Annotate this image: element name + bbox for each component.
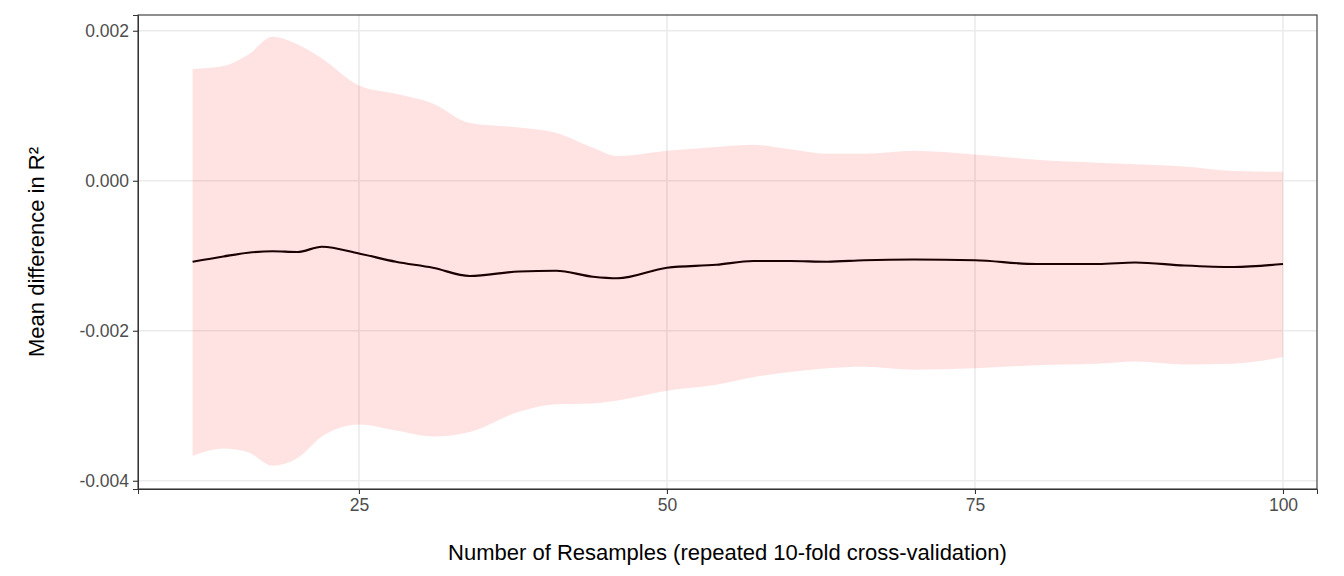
y-tick-mark	[133, 331, 138, 332]
plot: -0.004 -0.002 0.000 0.002 25 50 75 100	[79, 15, 1317, 515]
x-axis: 25 50 75 100	[139, 489, 1318, 515]
y-tick-mark	[133, 181, 138, 182]
chart: -0.004 -0.002 0.000 0.002 25 50 75 100 Number of…	[0, 0, 1344, 576]
x-tick-mark	[975, 489, 976, 494]
marks	[193, 37, 1283, 466]
x-axis-title: Number of Resamples (repeated 10-fold cr…	[448, 540, 1007, 565]
y-tick: -0.004	[79, 471, 138, 491]
panel-background	[138, 15, 1317, 489]
panel-border	[138, 15, 1317, 489]
ribbon	[193, 37, 1283, 466]
x-tick-label: 75	[966, 495, 985, 515]
y-axis: -0.004 -0.002 0.000 0.002	[79, 16, 138, 491]
y-tick-label: 0.002	[85, 21, 129, 41]
x-tick-label: 100	[1269, 495, 1298, 515]
y-tick-label: 0.000	[85, 171, 129, 191]
x-tick-label: 50	[658, 495, 678, 515]
x-tick: 100	[1269, 489, 1298, 515]
x-tick: 25	[350, 489, 369, 515]
x-tick: 50	[658, 489, 678, 515]
grid	[138, 15, 1317, 489]
mean-line	[193, 247, 1283, 279]
x-tick-label: 25	[350, 495, 369, 515]
x-tick-mark	[1283, 489, 1284, 494]
x-axis-line	[139, 490, 1318, 495]
y-tick: -0.002	[79, 321, 138, 341]
x-tick: 75	[966, 489, 985, 515]
y-axis-line	[133, 16, 139, 490]
y-tick: 0.000	[85, 171, 138, 191]
y-tick-label: -0.004	[79, 471, 129, 491]
y-tick-mark	[133, 31, 138, 32]
y-tick-label: -0.002	[79, 321, 129, 341]
x-tick-mark	[359, 489, 360, 494]
y-tick-mark	[133, 481, 138, 482]
y-axis-title: Mean difference in R²	[24, 147, 49, 357]
grid-line-y	[138, 480, 1317, 482]
y-tick: 0.002	[85, 21, 138, 41]
x-tick-mark	[667, 489, 668, 494]
grid-line-y	[138, 30, 1317, 32]
